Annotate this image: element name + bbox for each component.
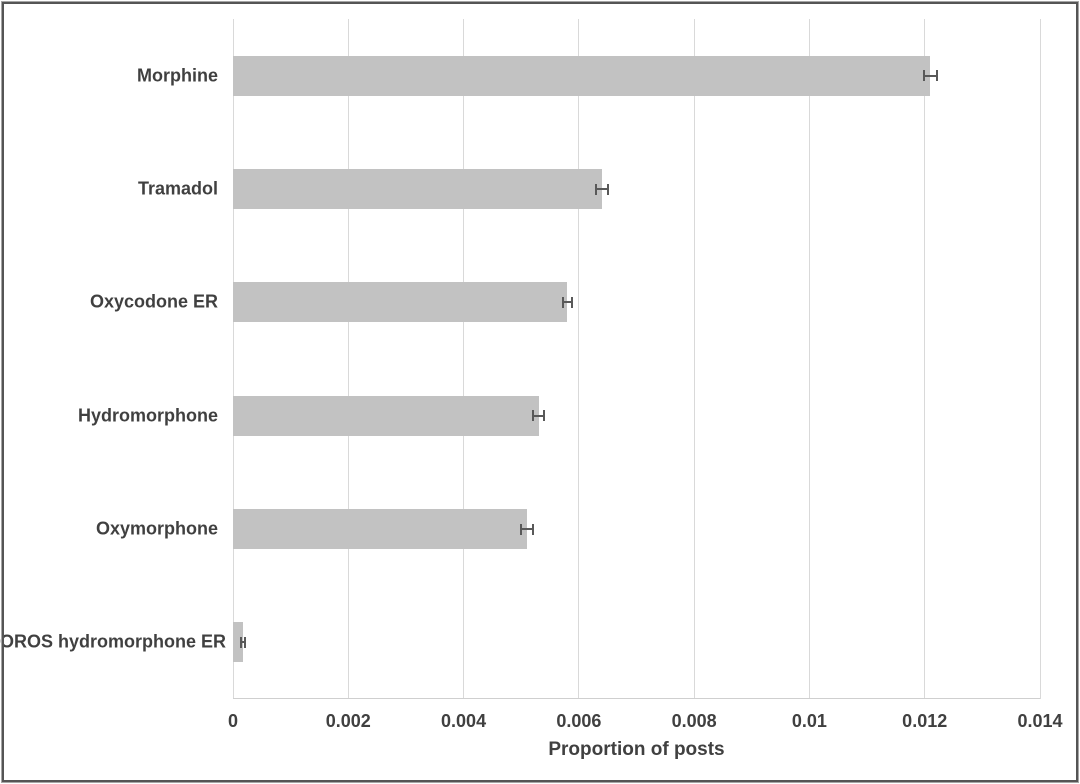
x-axis-tick-labels: 0 0.002 0.004 0.006 0.008 0.01 0.012 0.014 [228,711,1063,735]
gridline-0.004 [463,19,465,699]
category-label-hydromorphone: Hydromorphone [77,405,218,426]
error-bar-cap-left-oxycodone-er [561,296,564,308]
bar-hydromorphone [233,395,539,436]
x-tick-label-0.002: 0.002 [325,711,371,731]
plot-area [232,19,1041,699]
gridline-0.014 [1039,19,1041,699]
category-label-oros-hydromorphone-er: OROS hydromorphone ER [0,631,227,652]
x-tick-label-0: 0 [227,711,239,731]
bar-tramadol [233,169,602,209]
error-bar-cap-left-tramadol [595,183,598,195]
gridline-0.012 [924,19,926,699]
error-bar-hydromorphone [532,414,545,417]
bar-morphine [233,55,931,96]
bar-oxymorphone [233,509,527,549]
error-bar-cap-left-oros-hydromorphone-er [240,636,243,648]
gridline-0.002 [347,19,349,699]
x-tick-label-0.014: 0.014 [1017,711,1063,731]
x-tick-label-0.01: 0.01 [791,711,827,731]
category-axis-labels: Morphine Tramadol Oxycodone ER Hydromorphon… [0,19,227,699]
bar-oxycodone-er [233,282,568,323]
x-axis-line [233,698,1040,699]
error-bar-cap-left-oxymorphone [520,523,523,535]
error-bar-cap-right-morphine [936,70,939,82]
error-bar-cap-left-hydromorphone [531,410,534,422]
category-label-oxycodone-er: Oxycodone ER [89,291,218,312]
error-bar-cap-right-oros-hydromorphone-er [243,636,246,648]
error-bar-cap-right-hydromorphone [543,410,546,422]
error-bar-oxymorphone [521,528,533,530]
category-label-tramadol: Tramadol [137,178,218,199]
error-bar-tramadol [596,188,608,190]
category-label-morphine: Morphine [137,65,218,86]
gridline-0.008 [693,19,695,699]
gridline-0.01 [808,19,810,699]
x-tick-label-0.008: 0.008 [671,711,717,731]
category-label-oxymorphone: Oxymorphone [95,518,218,539]
x-tick-label-0.012: 0.012 [902,711,948,731]
error-bar-oxycodone-er [562,301,572,304]
x-axis-title: Proportion of posts [548,739,725,760]
x-tick-label-0.004: 0.004 [441,711,487,731]
error-bar-cap-right-oxymorphone [531,523,534,535]
x-tick-label-0.006: 0.006 [556,711,602,731]
error-bar-morphine [923,74,938,77]
error-bar-cap-left-morphine [922,70,925,82]
error-bar-cap-right-oxycodone-er [570,296,573,308]
gridline-0 [232,19,234,699]
error-bar-cap-right-tramadol [606,183,609,195]
bar-oros-hydromorphone-er [233,622,243,663]
gridline-0.006 [578,19,580,699]
error-bar-oros-hydromorphone-er [241,641,245,644]
